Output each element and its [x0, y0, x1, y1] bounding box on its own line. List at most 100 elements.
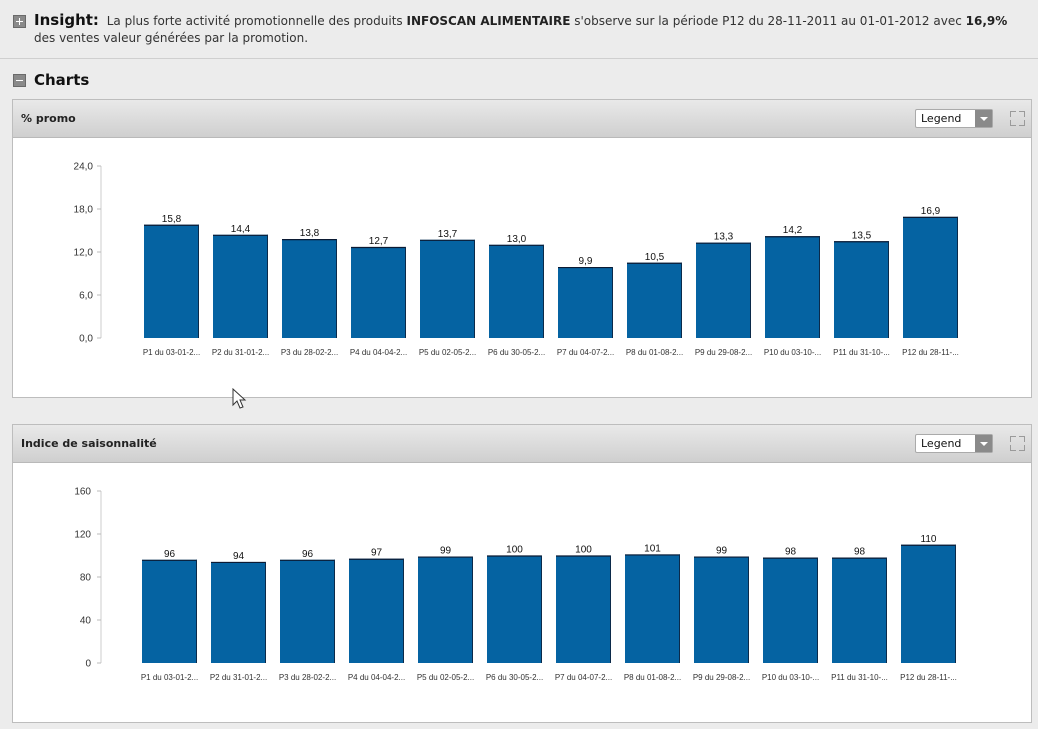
panel-header: Indice de saisonnalité Legend: [13, 425, 1031, 463]
insight-value: 16,9%: [965, 14, 1008, 28]
x-tick-label: P10 du 03-10-...: [764, 348, 821, 357]
bar: [903, 216, 958, 338]
x-tick-label: P9 du 29-08-2...: [693, 673, 750, 682]
bar: [627, 262, 682, 338]
x-tick-label: P11 du 31-10-...: [833, 348, 890, 357]
chart-title: Indice de saisonnalité: [21, 437, 157, 450]
legend-dropdown-label: Legend: [921, 112, 962, 125]
bar: [625, 554, 680, 663]
promo-chart-panel: % promo Legend 0,0 6,0 12,0 18,0 24,0 15,8 P1 …: [12, 99, 1032, 398]
y-tick-label: 0: [85, 659, 91, 670]
x-tick-label: P9 du 29-08-2...: [695, 348, 752, 357]
data-label: 101: [644, 543, 661, 554]
bar: [213, 234, 268, 338]
x-tick-label: P12 du 28-11-...: [900, 673, 957, 682]
x-tick-label: P5 du 02-05-2...: [417, 673, 474, 682]
insight-text: Insight: La plus forte activité promotio…: [34, 12, 1024, 47]
chevron-down-icon: [975, 435, 992, 452]
insight-heading: Insight:: [34, 11, 99, 29]
x-tick-label: P1 du 03-01-2...: [141, 673, 198, 682]
x-tick-label: P11 du 31-10-...: [831, 673, 888, 682]
y-tick-label: 160: [74, 487, 91, 498]
data-label: 100: [506, 545, 523, 556]
data-label: 14,4: [231, 224, 251, 235]
bar: [487, 555, 542, 663]
bar: [694, 556, 749, 663]
bar: [558, 267, 613, 338]
bar: [211, 561, 266, 663]
charts-section-header: Charts: [0, 66, 1038, 96]
bar: [556, 555, 611, 663]
expand-insight-button[interactable]: [13, 15, 26, 28]
insight-text-3: des ventes valeur générées par la promot…: [34, 31, 309, 45]
insight-text-2: s'observe sur la période P12 du 28-11-20…: [574, 14, 962, 28]
data-label: 98: [785, 547, 797, 558]
data-label: 98: [854, 547, 866, 558]
x-tick-label: P4 du 04-04-2...: [350, 348, 407, 357]
insight-brand: INFOSCAN ALIMENTAIRE: [406, 14, 571, 28]
data-label: 96: [164, 549, 176, 560]
promo-bar-chart: 0,0 6,0 12,0 18,0 24,0 15,8 P1 du 03-01-2... 14…: [74, 162, 959, 358]
bar: [489, 244, 544, 338]
mouse-cursor-icon: [232, 388, 247, 409]
y-tick-label: 12,0: [74, 248, 94, 259]
data-label: 99: [440, 546, 452, 557]
data-label: 15,8: [162, 214, 182, 225]
seasonality-bar-chart: 0 40 80 120 160 96 P1 du 03-01-2... 94 P2 du 31-…: [74, 487, 957, 683]
data-label: 13,8: [300, 228, 320, 239]
bar: [901, 544, 956, 663]
x-tick-label: P8 du 01-08-2...: [624, 673, 681, 682]
data-label: 97: [371, 548, 383, 559]
data-label: 99: [716, 546, 728, 557]
data-label: 110: [921, 534, 937, 545]
expand-icon[interactable]: [1010, 436, 1025, 451]
bar: [763, 557, 818, 663]
data-label: 96: [302, 549, 314, 560]
x-tick-label: P3 du 28-02-2...: [279, 673, 336, 682]
y-tick-label: 80: [80, 573, 92, 584]
collapse-charts-button[interactable]: [13, 74, 26, 87]
x-tick-label: P2 du 31-01-2...: [212, 348, 269, 357]
chevron-down-icon: [975, 110, 992, 127]
insight-bar: Insight: La plus forte activité promotio…: [0, 0, 1038, 59]
bar: [282, 239, 337, 338]
x-tick-label: P10 du 03-10-...: [762, 673, 819, 682]
insight-text-1: La plus forte activité promotionnelle de…: [106, 14, 403, 28]
y-tick-label: 6,0: [79, 291, 93, 302]
data-label: 13,0: [507, 234, 527, 245]
legend-dropdown[interactable]: Legend: [915, 434, 993, 453]
x-tick-label: P4 du 04-04-2...: [348, 673, 405, 682]
y-tick-label: 0,0: [79, 334, 93, 345]
x-tick-label: P5 du 02-05-2...: [419, 348, 476, 357]
bar: [280, 559, 335, 663]
bar: [418, 556, 473, 663]
data-label: 100: [575, 545, 592, 556]
x-tick-label: P3 du 28-02-2...: [281, 348, 338, 357]
data-label: 12,7: [369, 236, 389, 247]
data-label: 9,9: [579, 256, 593, 267]
charts-section-title: Charts: [34, 71, 90, 89]
x-tick-label: P7 du 04-07-2...: [557, 348, 614, 357]
y-tick-label: 24,0: [74, 162, 94, 173]
panel-header: % promo Legend: [13, 100, 1031, 138]
data-label: 94: [233, 551, 245, 562]
bar: [351, 246, 406, 338]
y-tick-label: 120: [74, 530, 91, 541]
bar: [765, 236, 820, 338]
y-tick-label: 40: [80, 616, 92, 627]
y-tick-label: 18,0: [74, 205, 94, 216]
data-label: 13,7: [438, 229, 458, 240]
legend-dropdown[interactable]: Legend: [915, 109, 993, 128]
x-tick-label: P2 du 31-01-2...: [210, 673, 267, 682]
x-tick-label: P6 du 30-05-2...: [486, 673, 543, 682]
bar: [420, 239, 475, 338]
data-label: 10,5: [645, 252, 665, 263]
seasonality-chart-panel: Indice de saisonnalité Legend 0 40 80 120 16…: [12, 424, 1032, 723]
x-tick-label: P1 du 03-01-2...: [143, 348, 200, 357]
bar: [144, 224, 199, 338]
data-label: 14,2: [783, 225, 803, 236]
data-label: 13,5: [852, 230, 872, 241]
bar: [834, 241, 889, 338]
data-label: 13,3: [714, 232, 734, 243]
expand-icon[interactable]: [1010, 111, 1025, 126]
